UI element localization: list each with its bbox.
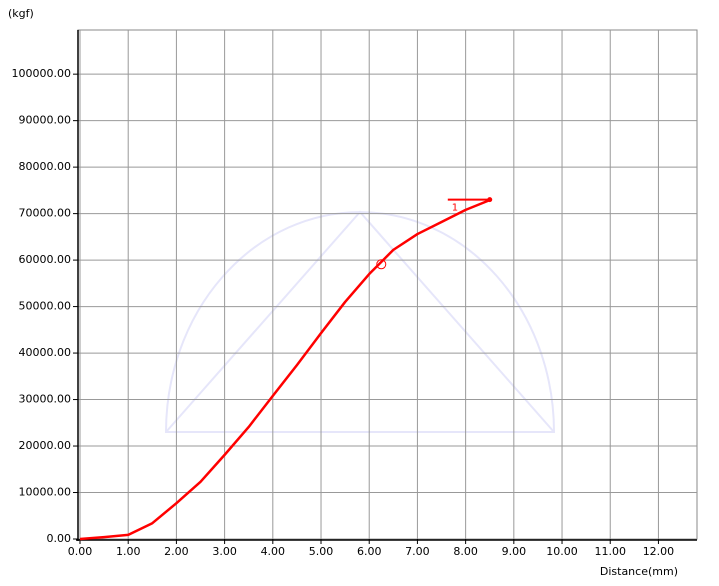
x-tick-label: 4.00	[261, 545, 286, 558]
x-tick-label: 2.00	[164, 545, 189, 558]
watermark	[164, 210, 556, 433]
y-tick-label: 70000.00	[19, 207, 72, 220]
y-tick-label: 10000.00	[19, 486, 72, 499]
y-tick-label: 50000.00	[19, 300, 72, 313]
peak-point	[487, 197, 493, 203]
y-tick-label: 60000.00	[19, 253, 72, 266]
y-tick-label: 100000.00	[12, 67, 72, 80]
x-tick-label: 0.00	[68, 545, 93, 558]
x-tick-label: 10.00	[546, 545, 578, 558]
x-tick-label: 1.00	[116, 545, 141, 558]
x-tick-label: 12.00	[643, 545, 675, 558]
x-tick-label: 6.00	[357, 545, 382, 558]
peak-label: 1	[452, 203, 458, 214]
x-tick-label: 5.00	[309, 545, 334, 558]
data-line	[79, 198, 491, 541]
x-axis-label: Distance(mm)	[600, 565, 678, 578]
y-axis-label: (kgf)	[8, 7, 34, 20]
x-tick-label: 9.00	[502, 545, 527, 558]
x-tick-label: 8.00	[453, 545, 478, 558]
marker	[376, 259, 387, 270]
y-tick-label: 0.00	[47, 532, 72, 545]
y-tick-label: 80000.00	[19, 160, 72, 173]
x-tick-label: 7.00	[405, 545, 430, 558]
x-tick-label: 11.00	[594, 545, 626, 558]
y-tick-label: 30000.00	[19, 393, 72, 406]
x-tick-label: 3.00	[212, 545, 237, 558]
y-tick-label: 20000.00	[19, 439, 72, 452]
y-tick-label: 40000.00	[19, 346, 72, 359]
y-tick-label: 90000.00	[19, 114, 72, 127]
